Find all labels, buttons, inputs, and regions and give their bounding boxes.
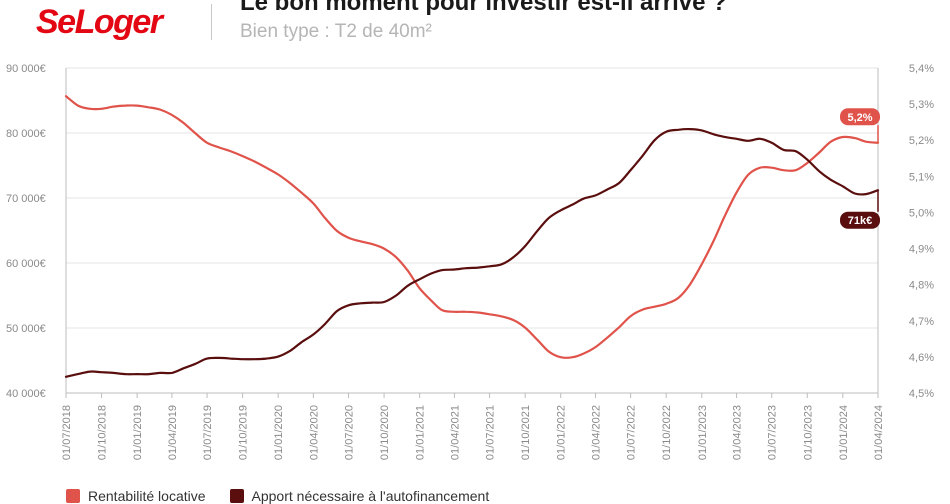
end-labels: 5,2% 71k€ — [840, 108, 880, 229]
y-left-tick-label: 40 000€ — [6, 388, 46, 400]
x-axis-ticks: 01/07/2018 01/10/2018 01/01/2019 01/04/2019… — [61, 393, 885, 460]
y-right-tick-label: 5,3% — [909, 99, 934, 111]
x-tick-label: 01/07/2018 — [61, 405, 73, 460]
chart-subtitle: Bien type : T2 de 40m² — [240, 21, 432, 42]
x-tick-label: 01/01/2022 — [556, 405, 568, 460]
x-tick-label: 01/10/2021 — [520, 405, 532, 460]
x-tick-label: 01/07/2020 — [344, 405, 356, 460]
x-tick-label: 01/04/2020 — [308, 405, 320, 460]
x-tick-label: 01/07/2022 — [626, 405, 638, 460]
x-tick-label: 01/10/2018 — [97, 405, 109, 460]
x-tick-label: 01/07/2021 — [485, 405, 497, 460]
legend-swatch-rentabilite — [66, 489, 80, 503]
y-left-tick-label: 60 000€ — [6, 258, 46, 270]
left-axis-ticks: 40 000€ 50 000€ 60 000€ 70 000€ 80 000€ 90 00… — [6, 63, 46, 400]
x-tick-label: 01/01/2020 — [273, 405, 285, 460]
x-tick-label: 01/04/2024 — [873, 405, 885, 460]
y-right-tick-label: 5,1% — [909, 171, 934, 183]
x-tick-label: 01/10/2019 — [238, 405, 250, 460]
series-line-apport — [64, 127, 880, 378]
y-left-tick-label: 90 000€ — [6, 63, 46, 75]
y-right-tick-label: 4,8% — [909, 280, 934, 292]
series-lines — [64, 95, 880, 378]
logo: SeLoger — [36, 3, 163, 41]
y-right-tick-label: 5,4% — [909, 63, 934, 75]
end-label-text: 5,2% — [847, 112, 872, 124]
y-right-tick-label: 5,0% — [909, 207, 934, 219]
x-tick-label: 01/10/2020 — [379, 405, 391, 460]
y-right-tick-label: 4,7% — [909, 316, 934, 328]
legend-item-rentabilite: Rentabilité locative — [66, 488, 206, 504]
end-label-badge — [840, 108, 880, 126]
end-label-badge — [840, 211, 880, 229]
x-tick-label: 01/04/2023 — [732, 405, 744, 460]
y-right-tick-label: 5,2% — [909, 135, 934, 147]
legend-label-apport: Apport nécessaire à l'autofinancement — [251, 488, 490, 504]
legend: Rentabilité locative Apport nécessaire à… — [66, 488, 489, 504]
x-tick-label: 01/10/2022 — [661, 405, 673, 460]
x-tick-label: 01/10/2023 — [802, 405, 814, 460]
right-axis-ticks: 4,5% 4,6% 4,7% 4,8% 4,9% 5,0% 5,1% 5,2% 5,3% 5,4% — [909, 63, 934, 400]
x-tick-label: 01/01/2023 — [697, 405, 709, 460]
end-label-text: 71k€ — [848, 215, 872, 227]
x-tick-label: 01/01/2019 — [132, 405, 144, 460]
legend-item-apport: Apport nécessaire à l'autofinancement — [229, 488, 490, 504]
header-separator — [211, 4, 212, 40]
x-tick-label: 01/04/2022 — [590, 405, 602, 460]
x-tick-label: 01/04/2021 — [449, 405, 461, 460]
y-left-tick-label: 80 000€ — [6, 128, 46, 140]
x-tick-label: 01/07/2023 — [767, 405, 779, 460]
legend-label-rentabilite: Rentabilité locative — [88, 488, 206, 504]
y-right-tick-label: 4,6% — [909, 352, 934, 364]
chart-title: Le bon moment pour investir est-il arriv… — [240, 0, 727, 16]
x-tick-label: 01/01/2021 — [415, 405, 427, 460]
legend-swatch-apport — [229, 489, 244, 503]
y-left-tick-label: 70 000€ — [6, 193, 46, 205]
x-tick-label: 01/04/2019 — [167, 405, 179, 460]
x-tick-label: 01/07/2019 — [202, 405, 214, 460]
y-right-tick-label: 4,9% — [909, 244, 934, 256]
grid-lines — [65, 67, 879, 394]
y-right-tick-label: 4,5% — [909, 388, 934, 400]
x-tick-label: 01/01/2024 — [838, 405, 850, 460]
y-left-tick-label: 50 000€ — [6, 323, 46, 335]
series-line-rentabilite — [64, 95, 880, 359]
